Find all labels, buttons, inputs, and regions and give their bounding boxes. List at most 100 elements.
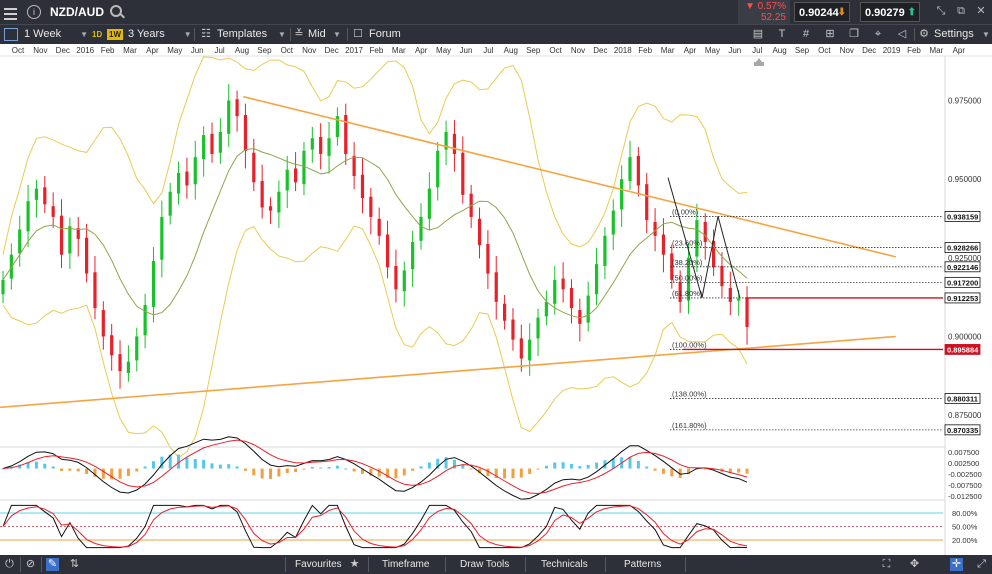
candle-body <box>594 264 599 295</box>
candle-body <box>411 242 415 270</box>
candle-body <box>59 215 64 255</box>
panel-toggle-icon[interactable] <box>4 28 18 41</box>
resolution-1w-button[interactable]: 1W <box>107 29 123 40</box>
x-tick-label: Feb <box>907 46 921 55</box>
candle-body <box>670 253 674 280</box>
candle-body <box>494 272 498 302</box>
draw-tools-tab[interactable]: Draw Tools <box>460 559 510 570</box>
macd-histogram-bar <box>294 468 298 473</box>
candle-body <box>43 187 47 205</box>
macd-histogram-bar <box>402 468 406 476</box>
price-tag-label: 0.922146 <box>947 263 978 272</box>
macd-tick-label: 0.007500 <box>948 448 979 457</box>
candle-body <box>93 272 97 309</box>
patterns-tab[interactable]: Patterns <box>624 559 662 570</box>
chart-area[interactable]: Oct Nov Dec 2016 Feb Mar Apr May Jun Jul Aug Sep Oct… <box>0 44 992 555</box>
x-tick-label: 2018 <box>614 46 632 55</box>
x-tick-label: Apr <box>953 46 966 55</box>
no-entry-icon[interactable]: ⊘ <box>25 558 36 570</box>
text-tool-label: T <box>778 28 786 40</box>
settings-button[interactable]: Settings <box>934 28 974 40</box>
tree-icon[interactable]: ⛶ <box>882 558 891 570</box>
candle-body <box>536 317 540 339</box>
magnet-icon[interactable]: ⇅ <box>69 558 80 570</box>
candle-body <box>193 157 197 185</box>
macd-histogram-bar <box>461 465 465 469</box>
timeframe-tab[interactable]: Timeframe <box>382 559 430 570</box>
macd-histogram-bar <box>85 468 89 474</box>
resolution-1d-button[interactable]: 1D <box>92 30 103 39</box>
templates-button[interactable]: Templates <box>217 28 268 40</box>
technicals-tab[interactable]: Technicals <box>541 559 588 570</box>
macd-histogram-bar <box>26 462 30 469</box>
popout-icon[interactable]: ⧉ <box>957 5 965 17</box>
favourites-tab[interactable]: Favourites <box>295 559 342 570</box>
settings-chevron-down-icon[interactable]: ▼ <box>982 30 990 39</box>
price-tag-label: 0.917200 <box>947 278 978 287</box>
clipboard-icon[interactable]: ▤ <box>752 28 764 40</box>
buy-price-button[interactable]: 0.90279 ⬆ <box>860 2 920 22</box>
macd-histogram-bar <box>653 468 657 471</box>
macd-histogram-bar <box>277 468 281 477</box>
expand-icon[interactable]: ⤢ <box>977 558 986 570</box>
price-tag-label: 0.938159 <box>947 212 978 221</box>
price-tag <box>944 424 981 436</box>
crosshair-icon[interactable]: ✛ <box>950 558 963 571</box>
fib-zigzag-line <box>667 177 741 299</box>
text-tool-icon[interactable]: T <box>776 28 788 41</box>
price-tag-label: 0.928266 <box>947 244 978 253</box>
candle-body <box>176 172 181 194</box>
y-tick-label: 0.975000 <box>948 96 982 105</box>
x-tick-label: Jun <box>460 46 473 55</box>
macd-histogram-bar <box>469 468 473 470</box>
forum-button[interactable]: Forum <box>369 28 401 40</box>
buy-arrow-icon: ⬆ <box>907 7 916 18</box>
x-tick-label: Feb <box>370 46 384 55</box>
price-panel: (0.00%) (23.60%) (38.20%) (50.00%) (61.80%) (… <box>0 56 943 459</box>
change-percent: 0.57% <box>757 1 786 12</box>
x-tick-label: Sep <box>795 46 810 55</box>
x-tick-label: Nov <box>571 46 585 55</box>
macd-histogram-bar <box>34 461 38 469</box>
cursor-icon[interactable]: ⌖ <box>874 28 882 40</box>
x-tick-label: Mar <box>123 46 137 55</box>
candle-body <box>360 174 365 199</box>
interval-chevron-down-icon: ▼ <box>80 30 89 39</box>
star-icon[interactable]: ★ <box>349 558 360 570</box>
candle-body <box>260 181 264 208</box>
tag-icon[interactable]: ◁ <box>897 28 907 40</box>
range-select[interactable]: 3 Years ▼ <box>128 25 192 44</box>
time-marker-icon[interactable] <box>754 58 764 66</box>
macd-histogram-bar <box>68 468 72 471</box>
collapse-icon[interactable]: ⤡ <box>936 5 946 17</box>
layers-icon[interactable]: ❐ <box>849 28 859 40</box>
templates-chevron-down-icon[interactable]: ▼ <box>278 30 286 39</box>
macd-histogram-bar <box>595 462 599 469</box>
price-tag-label: 0.912253 <box>947 294 978 303</box>
candle-body <box>352 155 356 177</box>
pencil-icon[interactable]: ✎ <box>46 558 59 571</box>
macd-histogram-bar <box>377 468 381 477</box>
close-icon[interactable]: ✕ <box>976 5 986 17</box>
stoch-k-line <box>2 504 748 549</box>
x-tick-label: May <box>167 46 182 55</box>
x-tick-label: Jul <box>214 46 224 55</box>
menu-icon[interactable] <box>4 0 20 29</box>
macd-histogram-bar <box>636 460 640 469</box>
grid-icon[interactable]: # <box>802 28 810 40</box>
candle-body <box>335 116 339 137</box>
symbol-title[interactable]: NZD/AUD <box>50 5 104 19</box>
price-tag <box>944 261 981 273</box>
macd-histogram-bar <box>478 468 482 474</box>
power-icon[interactable]: ⏻ <box>5 558 14 570</box>
move-icon[interactable]: ✥ <box>909 558 920 570</box>
macd-histogram-bar <box>335 465 339 469</box>
sell-price-button[interactable]: 0.90244 ⬇ <box>794 2 850 22</box>
crosshair-grid-icon[interactable]: ⊞ <box>825 28 835 40</box>
search-icon[interactable] <box>110 5 122 17</box>
info-icon[interactable]: i <box>27 5 41 19</box>
interval-select[interactable]: 1 Week ▼ <box>24 25 88 44</box>
price-type-select[interactable]: Mid <box>308 28 326 40</box>
price-type-chevron-down-icon[interactable]: ▼ <box>333 30 341 39</box>
x-tick-label: May <box>436 46 451 55</box>
